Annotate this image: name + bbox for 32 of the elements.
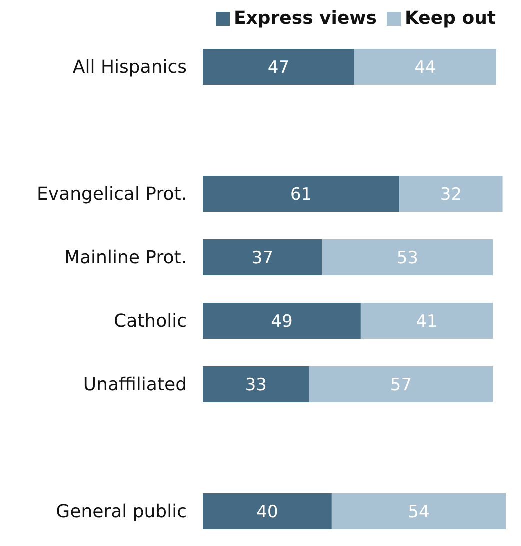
data-label: 57 bbox=[390, 376, 412, 396]
y-tick-label: General public bbox=[56, 502, 187, 523]
data-label: 41 bbox=[416, 312, 438, 332]
y-tick-label: Unaffiliated bbox=[83, 374, 187, 396]
data-label: 32 bbox=[440, 185, 462, 206]
bar bbox=[309, 366, 494, 402]
bar bbox=[203, 366, 310, 402]
bar bbox=[203, 494, 332, 530]
y-tick-label: Catholic bbox=[114, 311, 187, 332]
data-label: 33 bbox=[245, 376, 268, 396]
data-label: 44 bbox=[414, 58, 436, 78]
y-tick-label: All Hispanics bbox=[72, 57, 187, 78]
data-label: 61 bbox=[290, 185, 312, 206]
y-tick-label: Evangelical Prot. bbox=[37, 184, 187, 206]
bar bbox=[322, 240, 494, 276]
data-label: 53 bbox=[396, 248, 419, 269]
legend-label: Express views bbox=[234, 8, 378, 29]
legend-label: Keep out bbox=[405, 8, 496, 29]
data-label: 54 bbox=[408, 502, 430, 523]
data-label: 49 bbox=[271, 312, 293, 332]
bar bbox=[203, 240, 322, 276]
data-label: 47 bbox=[268, 58, 290, 78]
bar bbox=[203, 303, 361, 339]
bar bbox=[354, 49, 496, 85]
bar bbox=[400, 176, 503, 212]
bar bbox=[203, 176, 400, 212]
data-label: 40 bbox=[256, 502, 278, 523]
bar bbox=[332, 494, 506, 530]
bar bbox=[360, 303, 494, 339]
y-tick-label: Mainline Prot. bbox=[64, 248, 187, 269]
data-label: 37 bbox=[252, 248, 274, 269]
bar bbox=[203, 49, 354, 85]
